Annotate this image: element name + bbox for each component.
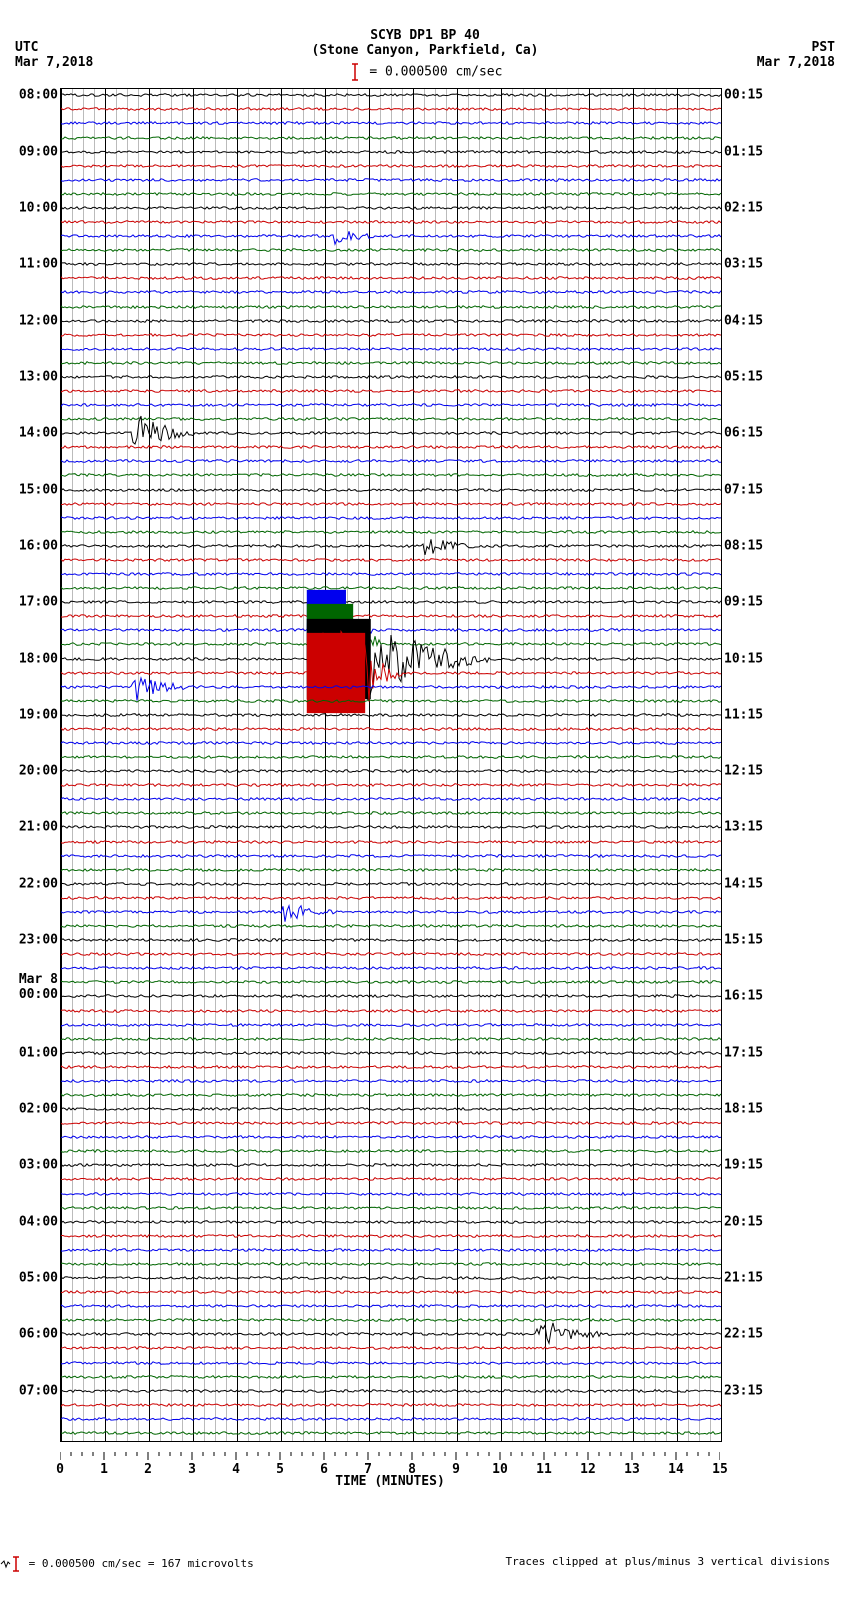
pst-time-label: 00:15	[721, 88, 763, 103]
utc-time-label: 08:00	[19, 88, 61, 103]
pst-time-label: 10:15	[721, 651, 763, 666]
x-tick: 3	[188, 1462, 196, 1472]
x-tick: 2	[144, 1462, 152, 1472]
utc-time-label: 09:00	[19, 144, 61, 159]
pst-time-label: 22:15	[721, 1327, 763, 1342]
pst-time-label: 19:15	[721, 1158, 763, 1173]
pst-time-label: 15:15	[721, 933, 763, 948]
pst-time-label: 14:15	[721, 876, 763, 891]
x-tick: 14	[668, 1462, 684, 1472]
utc-time-label: 21:00	[19, 820, 61, 835]
x-axis: 0123456789101112131415	[60, 1452, 720, 1472]
pst-time-label: 12:15	[721, 764, 763, 779]
pst-time-label: 07:15	[721, 482, 763, 497]
x-tick: 7	[364, 1462, 372, 1472]
utc-time-label: 14:00	[19, 426, 61, 441]
pst-time-label: 05:15	[721, 369, 763, 384]
pst-time-label: 04:15	[721, 313, 763, 328]
utc-time-label: 11:00	[19, 257, 61, 272]
utc-time-label: 13:00	[19, 369, 61, 384]
utc-time-label: 12:00	[19, 313, 61, 328]
pst-time-label: 17:15	[721, 1045, 763, 1060]
scale-label-bottom: = 0.000500 cm/sec = 167 microvolts	[0, 1555, 254, 1573]
pst-time-label: 21:15	[721, 1271, 763, 1286]
utc-time-label: 06:00	[19, 1327, 61, 1342]
pst-time-label: 09:15	[721, 595, 763, 610]
title-line-2: (Stone Canyon, Parkfield, Ca)	[0, 43, 850, 58]
x-tick: 9	[452, 1462, 460, 1472]
utc-time-label: 07:00	[19, 1383, 61, 1398]
x-tick: 0	[56, 1462, 64, 1472]
utc-time-label: 15:00	[19, 482, 61, 497]
utc-time-label: 18:00	[19, 651, 61, 666]
scale-label-top: = 0.000500 cm/sec	[0, 63, 850, 81]
pst-time-label: 08:15	[721, 538, 763, 553]
utc-time-label: 02:00	[19, 1102, 61, 1117]
utc-time-label: 03:00	[19, 1158, 61, 1173]
x-tick: 4	[232, 1462, 240, 1472]
footer-right: Traces clipped at plus/minus 3 vertical …	[505, 1555, 830, 1568]
pst-time-label: 23:15	[721, 1383, 763, 1398]
pst-time-label: 18:15	[721, 1102, 763, 1117]
utc-time-label: 04:00	[19, 1214, 61, 1229]
header-right-date: Mar 7,2018	[757, 55, 835, 70]
utc-time-label: 17:00	[19, 595, 61, 610]
utc-time-label: 19:00	[19, 707, 61, 722]
title-line-1: SCYB DP1 BP 40	[0, 28, 850, 43]
utc-time-label: 05:00	[19, 1271, 61, 1286]
x-tick: 10	[492, 1462, 508, 1472]
utc-time-label: 23:00	[19, 933, 61, 948]
utc-time-label: 10:00	[19, 200, 61, 215]
pst-time-label: 13:15	[721, 820, 763, 835]
x-tick: 8	[408, 1462, 416, 1472]
x-tick: 13	[624, 1462, 640, 1472]
pst-time-label: 20:15	[721, 1214, 763, 1229]
utc-time-label: 20:00	[19, 764, 61, 779]
utc-time-label: 01:00	[19, 1045, 61, 1060]
pst-time-label: 16:15	[721, 989, 763, 1004]
x-tick: 15	[712, 1462, 728, 1472]
x-axis-label: TIME (MINUTES)	[60, 1474, 720, 1489]
x-tick: 12	[580, 1462, 596, 1472]
seismogram-plot: 08:0000:1509:0001:1510:0002:1511:0003:15…	[60, 88, 722, 1442]
pst-time-label: 06:15	[721, 426, 763, 441]
header-left-tz: UTC	[15, 40, 38, 55]
x-tick: 1	[100, 1462, 108, 1472]
header-right-tz: PST	[812, 40, 835, 55]
pst-time-label: 03:15	[721, 257, 763, 272]
utc-time-label: Mar 800:00	[19, 972, 61, 1002]
pst-time-label: 11:15	[721, 707, 763, 722]
x-tick: 5	[276, 1462, 284, 1472]
utc-time-label: 22:00	[19, 876, 61, 891]
pst-time-label: 02:15	[721, 200, 763, 215]
x-tick: 6	[320, 1462, 328, 1472]
utc-time-label: 16:00	[19, 538, 61, 553]
header-left-date: Mar 7,2018	[15, 55, 93, 70]
x-tick: 11	[536, 1462, 552, 1472]
pst-time-label: 01:15	[721, 144, 763, 159]
